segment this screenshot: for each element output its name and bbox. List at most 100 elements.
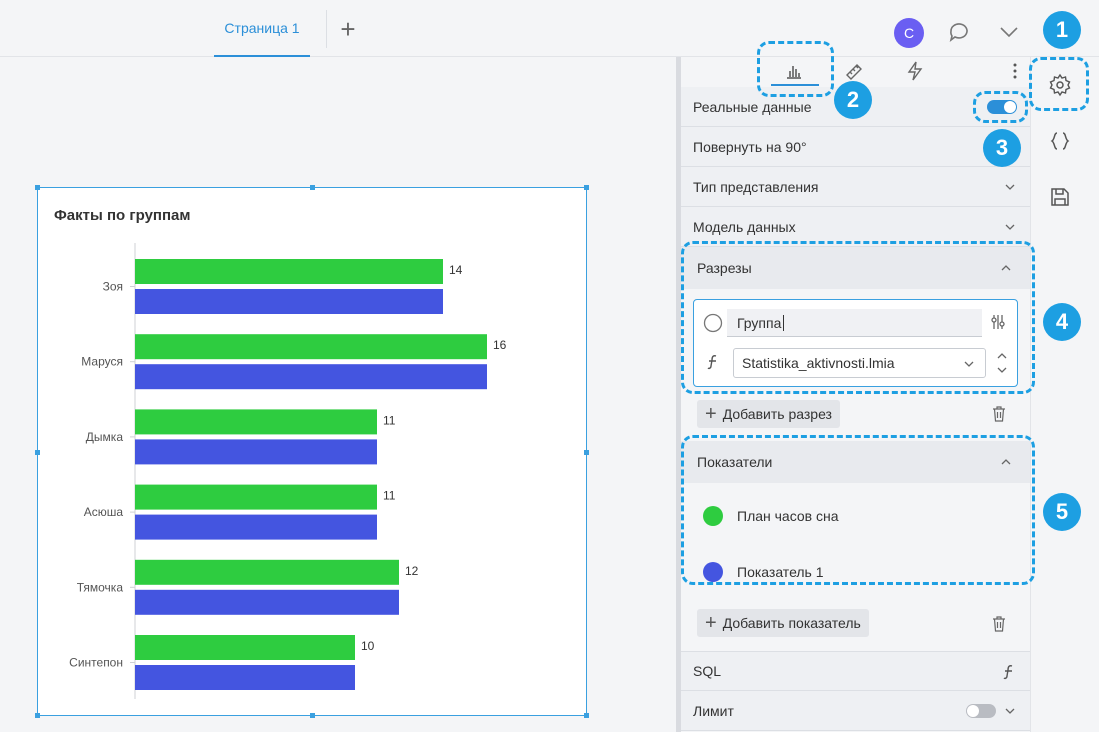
toggle-knob bbox=[1004, 101, 1016, 113]
tab-divider bbox=[326, 10, 327, 48]
chevron-up-icon bbox=[1001, 265, 1011, 271]
bar bbox=[135, 439, 377, 465]
text-cursor bbox=[783, 315, 785, 331]
save-icon[interactable] bbox=[1048, 185, 1072, 209]
plus-icon: + bbox=[705, 611, 717, 634]
filter-settings-icon[interactable] bbox=[989, 313, 1007, 331]
code-braces-icon[interactable] bbox=[1048, 129, 1072, 153]
chevron-down-icon[interactable] bbox=[997, 20, 1021, 44]
metric-color-dot[interactable] bbox=[703, 562, 723, 582]
bar bbox=[135, 484, 377, 510]
metrics-header[interactable]: Показатели bbox=[681, 441, 1030, 483]
bar-chart: 14 Зоя 16 Маруся 11 Дымка 11 Асюша 12 Тямочка 10 Си… bbox=[69, 243, 507, 699]
resize-handle[interactable] bbox=[584, 185, 589, 190]
data-label: 11 bbox=[383, 489, 396, 503]
add-tab-button[interactable]: + bbox=[340, 14, 356, 44]
data-label: 12 bbox=[405, 564, 419, 578]
resize-handle[interactable] bbox=[35, 185, 40, 190]
data-label: 14 bbox=[449, 263, 463, 277]
reorder-arrows-icon[interactable] bbox=[995, 350, 1009, 376]
dimension-field-select[interactable]: Statistika_aktivnosti.lmia bbox=[733, 348, 986, 378]
tab-page-1[interactable]: Страница 1 bbox=[214, 0, 310, 57]
toggle-knob bbox=[967, 705, 979, 717]
chart-widget[interactable]: Факты по группам 14 Зоя 16 Маруся 11 Дымка 11 А… bbox=[35, 185, 589, 718]
add-dimension-button[interactable]: + Добавить разрез bbox=[697, 400, 840, 428]
more-vertical-icon[interactable] bbox=[1004, 60, 1026, 82]
chevron-down-icon[interactable] bbox=[1004, 705, 1016, 717]
bar bbox=[135, 259, 443, 284]
rotate-row[interactable]: Повернуть на 90° bbox=[681, 127, 1030, 167]
panel-resizer[interactable] bbox=[676, 57, 681, 732]
settings-panel: Реальные данные Повернуть на 90° Тип пре… bbox=[681, 57, 1030, 732]
real-data-toggle[interactable] bbox=[987, 100, 1017, 114]
metric-label: Показатель 1 bbox=[737, 564, 824, 580]
function-icon[interactable] bbox=[705, 353, 721, 371]
data-model-row[interactable]: Модель данных bbox=[681, 207, 1030, 247]
chevron-down-icon bbox=[1005, 224, 1015, 230]
limit-label: Лимит bbox=[693, 702, 734, 719]
chevron-down-icon bbox=[964, 361, 974, 367]
dimension-card: Группа Statistika_aktivnosti.lmia bbox=[693, 299, 1018, 387]
bar bbox=[135, 409, 377, 435]
chart-settings-icon[interactable] bbox=[783, 60, 805, 82]
data-label: 16 bbox=[493, 338, 507, 352]
limit-toggle[interactable] bbox=[966, 704, 996, 718]
metric-item[interactable]: План часов сна bbox=[703, 506, 839, 526]
lightning-icon[interactable] bbox=[904, 60, 926, 82]
dimension-name-input[interactable]: Группа bbox=[727, 309, 982, 337]
add-metric-label: Добавить показатель bbox=[722, 615, 861, 631]
ruler-icon[interactable] bbox=[844, 60, 866, 82]
bar bbox=[135, 635, 355, 660]
resize-handle[interactable] bbox=[310, 713, 315, 718]
resize-handle[interactable] bbox=[584, 713, 589, 718]
top-bar: Страница 1 + C bbox=[0, 0, 1099, 57]
category-tick-label: Маруся bbox=[81, 355, 123, 369]
panel-tabs bbox=[681, 57, 1030, 87]
callout-badge: 3 bbox=[983, 129, 1021, 167]
chevron-up-icon bbox=[1001, 459, 1011, 465]
category-tick-label: Дымка bbox=[86, 430, 124, 444]
active-tab-indicator bbox=[771, 84, 819, 86]
gear-icon[interactable] bbox=[1048, 73, 1072, 97]
sql-row[interactable]: SQL bbox=[681, 651, 1030, 691]
bar bbox=[135, 559, 399, 585]
add-dimension-label: Добавить разрез bbox=[722, 406, 832, 422]
real-data-label: Реальные данные bbox=[693, 98, 812, 115]
category-tick-label: Синтепон bbox=[69, 656, 123, 670]
resize-handle[interactable] bbox=[35, 713, 40, 718]
limit-row: Лимит bbox=[681, 691, 1030, 731]
dimensions-title: Разрезы bbox=[697, 260, 752, 276]
dimension-name-value: Группа bbox=[737, 315, 782, 331]
trash-icon[interactable] bbox=[991, 405, 1007, 423]
data-model-label: Модель данных bbox=[693, 218, 796, 235]
resize-handle[interactable] bbox=[310, 185, 315, 190]
category-tick-label: Зоя bbox=[103, 280, 123, 294]
avatar[interactable]: C bbox=[894, 18, 924, 48]
dimensions-header[interactable]: Разрезы bbox=[681, 247, 1030, 289]
comment-icon[interactable] bbox=[947, 20, 971, 44]
view-type-row[interactable]: Тип представления bbox=[681, 167, 1030, 207]
radio-icon[interactable] bbox=[703, 313, 723, 333]
data-label: 11 bbox=[383, 413, 396, 427]
bar bbox=[135, 364, 487, 390]
callout-badge: 5 bbox=[1043, 493, 1081, 531]
resize-handle[interactable] bbox=[35, 450, 40, 455]
chart-title: Факты по группам bbox=[54, 207, 191, 224]
sql-label: SQL bbox=[693, 663, 722, 679]
metric-label: План часов сна bbox=[737, 508, 839, 524]
dimension-field-value: Statistika_aktivnosti.lmia bbox=[742, 355, 895, 371]
category-tick-label: Тямочка bbox=[77, 580, 124, 594]
bar bbox=[135, 289, 443, 314]
add-metric-button[interactable]: + Добавить показатель bbox=[697, 609, 869, 637]
bar bbox=[135, 589, 399, 615]
chevron-down-icon bbox=[1005, 184, 1015, 190]
category-tick-label: Асюша bbox=[84, 505, 124, 519]
bar bbox=[135, 334, 487, 360]
bar bbox=[135, 514, 377, 540]
metric-color-dot[interactable] bbox=[703, 506, 723, 526]
metric-item[interactable]: Показатель 1 bbox=[703, 562, 824, 582]
right-sidebar bbox=[1030, 57, 1099, 732]
resize-handle[interactable] bbox=[584, 450, 589, 455]
trash-icon[interactable] bbox=[991, 615, 1007, 633]
function-icon[interactable] bbox=[1002, 663, 1016, 681]
